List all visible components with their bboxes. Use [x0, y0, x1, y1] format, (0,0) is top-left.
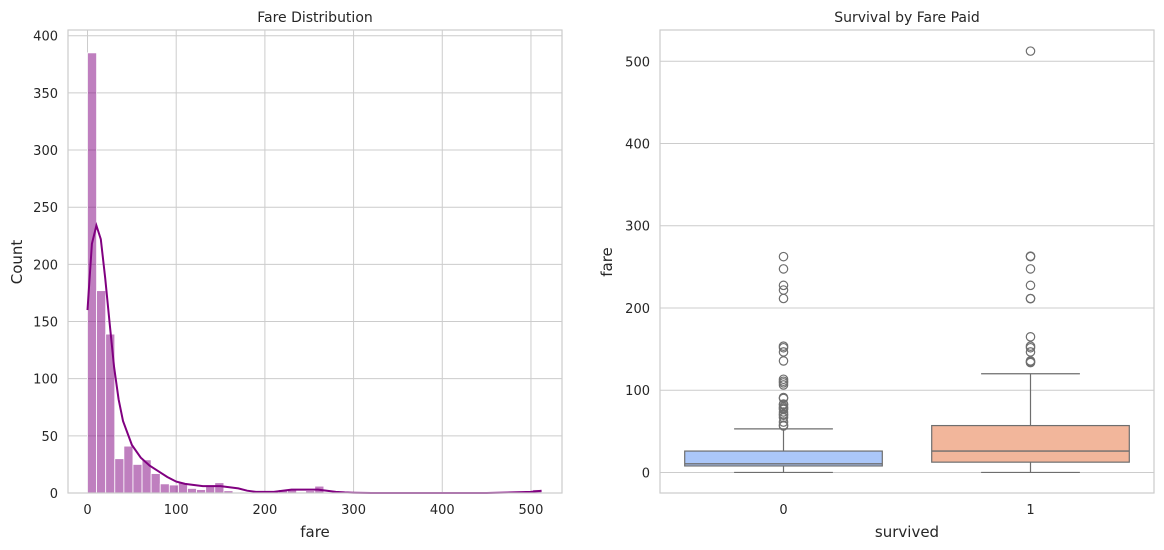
histogram-y-tick-label: 100 — [33, 373, 58, 388]
box-outlier-point — [778, 341, 789, 352]
histogram-frame — [67, 29, 563, 494]
box-outlier-point — [1025, 280, 1036, 291]
box-group-survived-1 — [931, 46, 1130, 474]
box-outlier-point — [1025, 293, 1036, 304]
box-outlier-point — [1025, 46, 1036, 56]
histogram-bar — [114, 458, 125, 494]
box-outlier-point — [778, 347, 789, 357]
histogram-y-tick-label: 250 — [33, 201, 58, 216]
histogram-bar — [123, 445, 134, 494]
boxplot-title: Survival by Fare Paid — [834, 10, 980, 26]
box-group-survived-0 — [684, 251, 883, 474]
histogram-bar — [132, 464, 143, 494]
box-outlier-point — [778, 399, 789, 409]
histogram-y-tick-label: 0 — [50, 487, 58, 502]
box-outlier-point — [778, 374, 789, 385]
box-outlier-point — [778, 251, 789, 262]
histogram-bar — [87, 52, 98, 494]
boxplot-frame — [659, 29, 1155, 494]
boxplot-y-tick-label: 500 — [625, 55, 650, 70]
histogram-y-tick-label: 50 — [41, 430, 58, 445]
histogram-bar — [96, 290, 107, 494]
histogram-x-tick-label: 200 — [252, 503, 277, 518]
histogram-y-tick-label: 150 — [33, 316, 58, 331]
histogram-bar — [150, 473, 161, 494]
histogram-title: Fare Distribution — [257, 10, 373, 26]
histogram-gridlines — [68, 30, 562, 493]
box-outlier-point — [778, 264, 789, 274]
histogram-bar — [168, 484, 179, 494]
boxplot-y-tick-label: 400 — [625, 137, 650, 152]
box-outlier-point — [778, 420, 789, 430]
histogram-plot-area — [68, 30, 562, 493]
histogram-bar — [214, 482, 225, 494]
box-outlier-point — [1025, 251, 1036, 261]
boxplot-y-tick-label: 200 — [625, 302, 650, 317]
box-outlier-point — [778, 280, 789, 291]
histogram-x-label: fare — [300, 523, 330, 541]
histogram-y-tick-label: 200 — [33, 258, 58, 273]
box-outlier-point — [1025, 264, 1036, 274]
boxplot-y-tick-label: 100 — [625, 384, 650, 399]
histogram-y-label: Count — [8, 240, 26, 285]
boxplot-plot-area — [660, 30, 1154, 493]
histogram-x-tick-label: 400 — [430, 503, 455, 518]
boxplot-y-tick-labels: 0 100 200 300 400 500 — [625, 55, 650, 481]
box-outlier-point — [1025, 347, 1036, 357]
fare-histogram-chart: 0 100 200 300 400 500 0 50 100 150 200 250 300 350 40… — [8, 10, 563, 541]
histogram-y-tick-label: 300 — [33, 144, 58, 159]
histogram-bar — [187, 488, 197, 494]
histogram-bar — [159, 483, 170, 494]
histogram-x-tick-label: 300 — [341, 503, 366, 518]
histogram-y-tick-label: 400 — [33, 30, 58, 45]
box-iqr — [684, 450, 883, 467]
boxplot-x-tick-label: 1 — [1026, 503, 1034, 518]
histogram-y-tick-label: 350 — [33, 87, 58, 102]
boxplot-y-tick-label: 0 — [642, 466, 650, 481]
histogram-x-tick-label: 100 — [164, 503, 189, 518]
boxplot-x-tick-label: 0 — [779, 503, 787, 518]
histogram-x-tick-label: 500 — [519, 503, 544, 518]
box-outlier-point — [778, 392, 789, 403]
histogram-x-tick-labels: 0 100 200 300 400 500 — [83, 503, 543, 518]
histogram-y-tick-labels: 0 50 100 150 200 250 300 350 400 — [33, 30, 58, 502]
histogram-x-tick-label: 0 — [83, 503, 91, 518]
boxplot-x-label: survived — [875, 523, 939, 541]
boxplot-boxes — [684, 46, 1130, 474]
box-outlier-point — [1025, 341, 1036, 352]
boxplot-y-label: fare — [598, 247, 616, 277]
box-outlier-point — [1025, 332, 1036, 342]
box-iqr — [931, 424, 1130, 463]
boxplot-y-tick-label: 300 — [625, 220, 650, 235]
box-outlier-point — [778, 285, 789, 295]
